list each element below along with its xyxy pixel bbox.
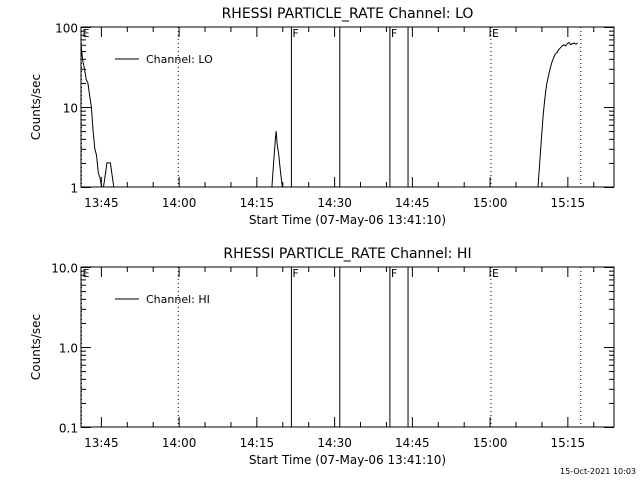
y-tick-label: 100 <box>55 22 78 36</box>
panel-lo: RHESSI PARTICLE_RATE Channel: LO E F F E 13:4… <box>29 6 615 227</box>
x-tick-label: 15:15 <box>551 436 586 450</box>
chart-title: RHESSI PARTICLE_RATE Channel: LO <box>222 6 474 22</box>
event-marker-label: F <box>391 27 397 40</box>
x-axis-label: Start Time (07-May-06 13:41:10) <box>249 453 446 467</box>
event-marker-label: E <box>83 27 90 40</box>
x-tick-label: 14:30 <box>317 196 352 210</box>
y-tick-label: 1 <box>70 182 78 196</box>
y-tick-label: 1.0 <box>59 342 78 356</box>
y-tick-label: 10 <box>63 102 78 116</box>
x-tick-label: 15:15 <box>551 196 586 210</box>
y-tick-label: 10.0 <box>51 262 78 276</box>
legend-label: Channel: HI <box>146 293 210 306</box>
event-marker-label: F <box>292 267 298 280</box>
panel-hi: RHESSI PARTICLE_RATE Channel: HI E F F E 13:4… <box>29 246 615 467</box>
plot-frame <box>80 266 615 428</box>
x-tick-label: 15:00 <box>473 436 508 450</box>
x-tick-label: 14:00 <box>162 436 197 450</box>
x-tick-label: 14:45 <box>395 436 430 450</box>
plot-frame <box>80 26 615 188</box>
legend-label: Channel: LO <box>146 53 213 66</box>
data-trace <box>271 131 283 188</box>
x-tick-label: 14:45 <box>395 196 430 210</box>
x-tick-label: 14:15 <box>240 196 275 210</box>
event-marker-label: E <box>492 267 499 280</box>
data-trace <box>537 41 578 188</box>
y-axis-label: Counts/sec <box>29 74 43 140</box>
data-trace <box>80 44 103 188</box>
event-marker-label: F <box>292 27 298 40</box>
chart-title: RHESSI PARTICLE_RATE Channel: HI <box>223 246 471 262</box>
timestamp: 15-Oct-2021 10:03 <box>560 467 636 476</box>
event-marker-label: E <box>83 267 90 280</box>
event-marker-label: F <box>391 267 397 280</box>
x-axis-label: Start Time (07-May-06 13:41:10) <box>249 213 446 227</box>
x-tick-label: 14:30 <box>317 436 352 450</box>
y-tick-label: 0.1 <box>59 422 78 436</box>
data-trace <box>103 162 115 188</box>
x-tick-label: 14:15 <box>240 436 275 450</box>
x-tick-label: 13:45 <box>84 196 119 210</box>
event-marker-label: E <box>492 27 499 40</box>
x-tick-label: 13:45 <box>84 436 119 450</box>
x-tick-label: 14:00 <box>162 196 197 210</box>
y-axis-label: Counts/sec <box>29 314 43 380</box>
x-tick-label: 15:00 <box>473 196 508 210</box>
